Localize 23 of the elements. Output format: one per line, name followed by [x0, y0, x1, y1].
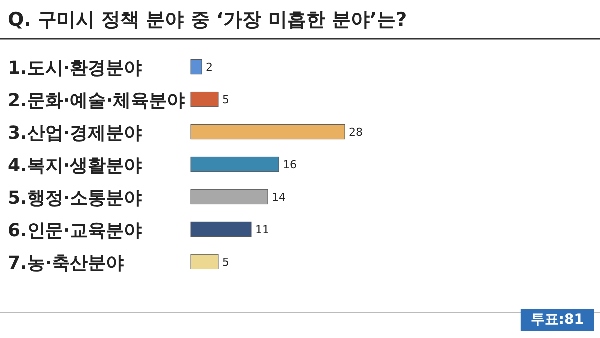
- bar: [190, 124, 346, 140]
- bar: [190, 189, 268, 205]
- chart-title: Q. 구미시 정책 분야 중 ‘가장 미흡한 분야’는?: [8, 9, 408, 31]
- data-label: 28: [349, 126, 363, 140]
- y-tick-label: 1.도시·환경분야: [8, 58, 142, 80]
- y-tick-label: 7.농·축산분야: [8, 252, 124, 274]
- data-label: 11: [256, 223, 270, 236]
- data-label: 16: [283, 158, 297, 172]
- y-tick-label: 6.인문·교육분야: [8, 220, 142, 242]
- bar: [190, 92, 219, 108]
- bar: [190, 59, 202, 75]
- y-tick-label: 5.행정·소통분야: [8, 188, 142, 209]
- bar: [190, 222, 252, 238]
- data-label: 5: [222, 256, 230, 269]
- bar: [190, 254, 219, 270]
- data-label: 5: [222, 94, 230, 107]
- y-tick-label: 3.산업·경제분야: [8, 123, 142, 144]
- text: 투표:81: [530, 312, 584, 328]
- y-tick-label: 2.문화·예술·체육분야: [8, 90, 186, 112]
- data-label: 2: [206, 61, 213, 74]
- bar: [190, 156, 280, 172]
- y-tick-label: 4.복지·생활분야: [8, 156, 142, 176]
- data-label: 14: [272, 190, 286, 204]
